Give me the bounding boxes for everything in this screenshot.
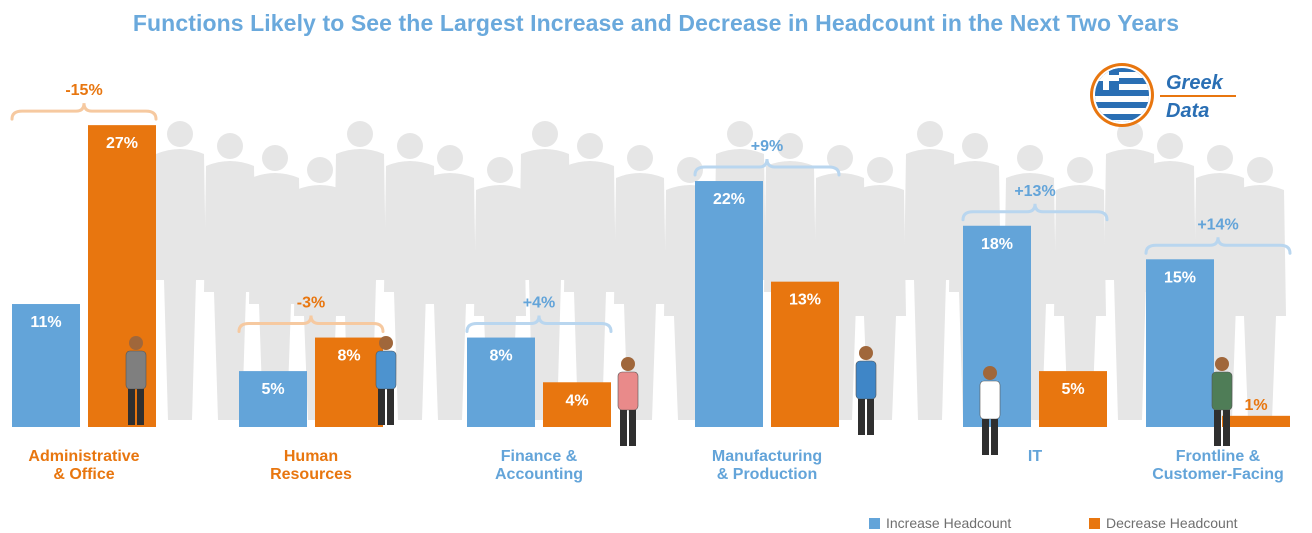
- data-label-decrease: 8%: [337, 348, 360, 365]
- legend-swatch-increase: [869, 517, 880, 529]
- net-change-label: +9%: [751, 138, 783, 155]
- legend-item-decrease: Decrease Headcount: [1089, 515, 1238, 531]
- net-change-label: +4%: [523, 295, 555, 312]
- person-illustration: [855, 346, 877, 435]
- person-silhouette: [1104, 121, 1156, 420]
- legend-swatch-decrease: [1089, 517, 1100, 529]
- data-label-increase: 18%: [981, 236, 1013, 253]
- greek-data-logo: [1088, 60, 1238, 130]
- category-label: Human: [284, 448, 338, 465]
- category-label: Accounting: [495, 466, 583, 483]
- person-silhouette: [249, 145, 301, 420]
- bar-decrease: [1039, 371, 1107, 427]
- data-label-increase: 5%: [261, 381, 284, 398]
- logo-text-line2: Data: [1166, 100, 1210, 122]
- greek-flag-icon: [1090, 63, 1236, 127]
- bar-increase: [467, 337, 535, 427]
- net-change-brace: [10, 103, 158, 121]
- net-change-label: -3%: [297, 295, 325, 312]
- legend-item-increase: Increase Headcount: [869, 515, 1011, 531]
- person-silhouette: [1054, 157, 1106, 420]
- category-label: & Production: [717, 466, 817, 483]
- net-change-brace: [465, 315, 613, 334]
- net-change-label: +13%: [1014, 183, 1055, 200]
- person-silhouette: [904, 121, 956, 420]
- net-change-brace: [1144, 237, 1292, 255]
- category-label: Administrative: [28, 448, 139, 465]
- person-illustration: [979, 366, 1001, 455]
- bar-increase: [239, 371, 307, 427]
- logo-text-line1: Greek: [1166, 72, 1223, 94]
- person-illustration: [1211, 357, 1233, 446]
- person-illustration: [617, 357, 639, 446]
- data-label-decrease: 27%: [106, 135, 138, 152]
- bar-increase: [695, 181, 763, 427]
- person-silhouette: [1234, 157, 1286, 420]
- data-label-decrease: 5%: [1061, 381, 1084, 398]
- category-label: & Office: [53, 466, 114, 483]
- chart-title: Functions Likely to See the Largest Incr…: [132, 10, 1180, 36]
- net-change-label: +14%: [1197, 216, 1238, 233]
- person-silhouette: [204, 133, 256, 420]
- category-label: IT: [1028, 448, 1042, 465]
- data-label-increase: 11%: [30, 314, 61, 331]
- data-label-increase: 15%: [1164, 269, 1196, 286]
- bar-decrease: [771, 281, 839, 427]
- data-label-increase: 22%: [713, 191, 745, 208]
- chart-marks: 11% 27% -15% Administrative& Office 5% 8% -3% H…: [10, 82, 1292, 483]
- person-illustration: [375, 336, 397, 425]
- person-silhouette: [384, 133, 436, 420]
- legend-label-increase: Increase Headcount: [886, 515, 1012, 531]
- bar-decrease: [315, 337, 383, 427]
- bar-decrease: [1222, 415, 1290, 427]
- legend-label-decrease: Decrease Headcount: [1106, 515, 1238, 531]
- net-change-brace: [693, 158, 841, 177]
- person-silhouette: [564, 133, 616, 420]
- data-label-decrease: 1%: [1244, 397, 1267, 414]
- category-label: Finance &: [501, 448, 578, 465]
- net-change-brace: [961, 203, 1109, 222]
- data-label-increase: 8%: [489, 348, 512, 365]
- data-label-decrease: 13%: [789, 292, 821, 309]
- person-illustration: [125, 336, 147, 425]
- data-label-decrease: 4%: [565, 392, 588, 409]
- category-label: Customer-Facing: [1152, 466, 1284, 483]
- bar-increase: [1146, 259, 1214, 427]
- category-label: Manufacturing: [712, 448, 822, 465]
- category-label: Resources: [270, 466, 352, 483]
- bar-increase: [12, 304, 80, 427]
- person-silhouette: [154, 121, 206, 420]
- category-label: Frontline &: [1176, 448, 1261, 465]
- person-silhouette: [424, 145, 476, 420]
- net-change-label: -15%: [65, 82, 102, 99]
- bar-decrease: [543, 382, 611, 427]
- net-change-brace: [237, 315, 385, 334]
